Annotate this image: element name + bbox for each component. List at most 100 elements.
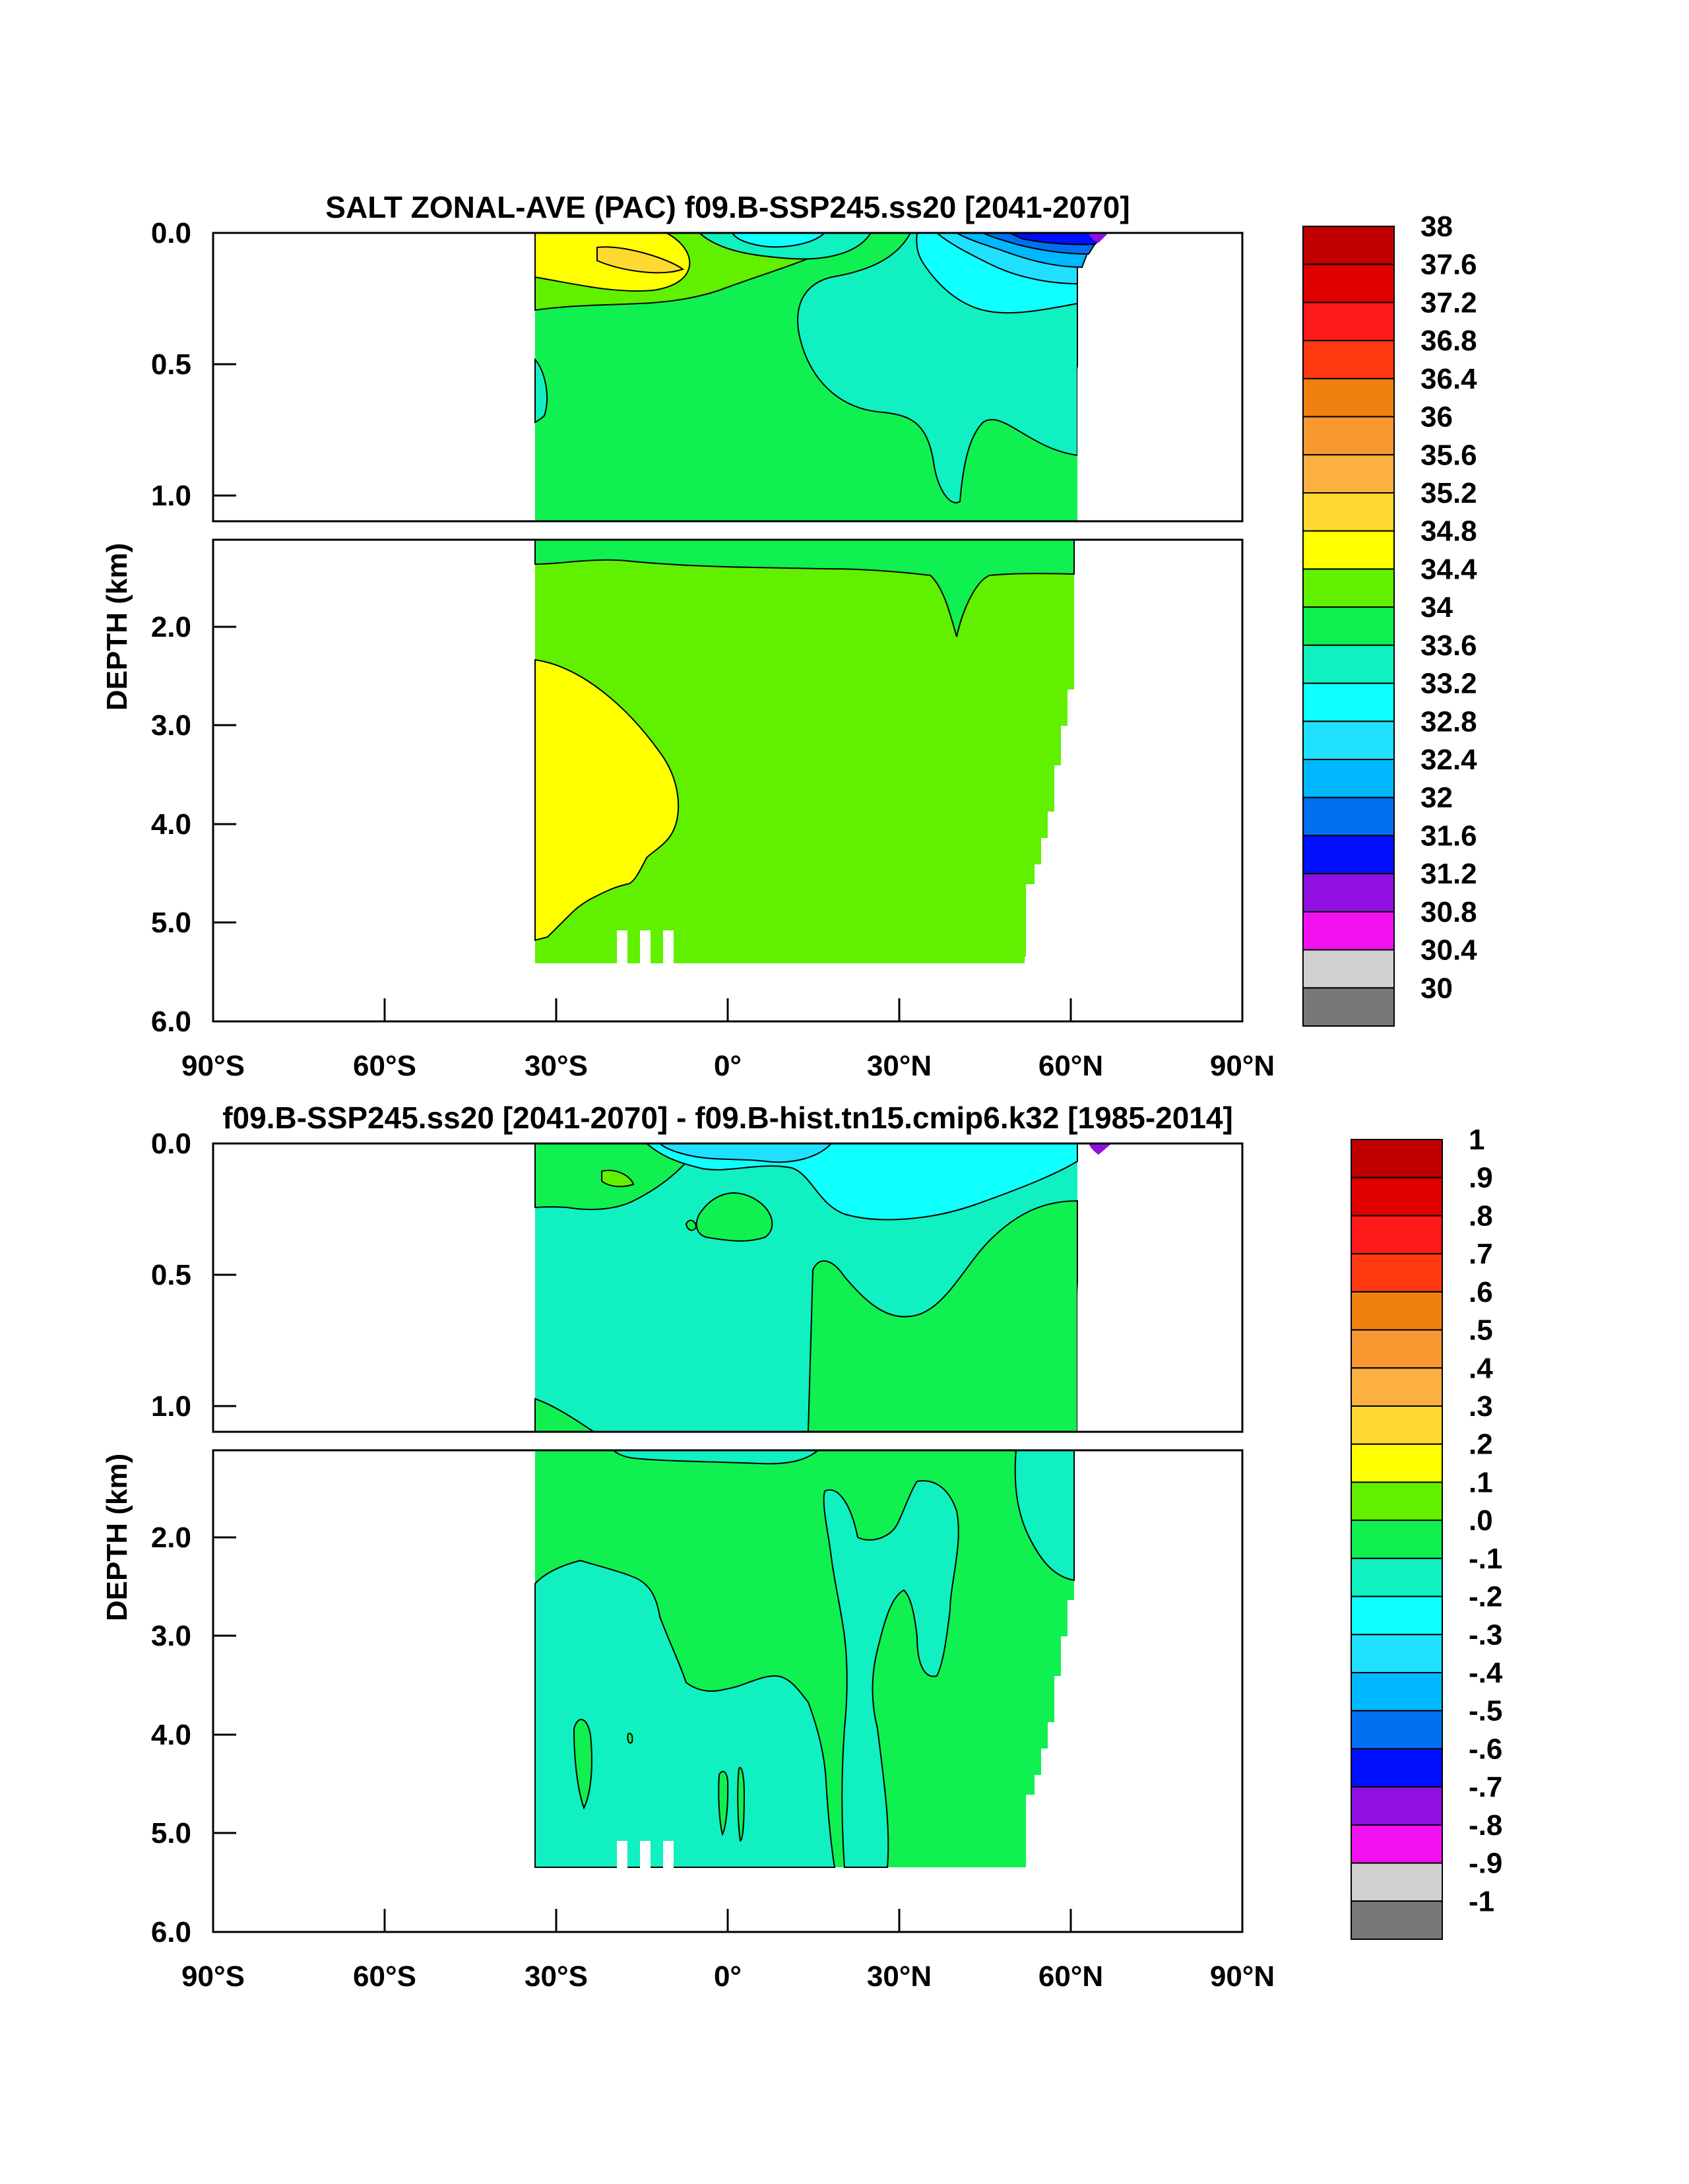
colorbar-swatch bbox=[1302, 796, 1395, 837]
colorbar-label: 34 bbox=[1420, 591, 1453, 624]
colorbar-swatch bbox=[1302, 682, 1395, 723]
colorbar-label: -.3 bbox=[1469, 1619, 1502, 1651]
colorbar-label: -.6 bbox=[1469, 1733, 1502, 1765]
colorbar-label: -.2 bbox=[1469, 1581, 1502, 1613]
diff-upper-green-tiny bbox=[685, 1219, 697, 1231]
colorbar-swatch bbox=[1302, 530, 1395, 570]
panel-2-ticks bbox=[212, 1142, 1244, 1932]
colorbar-swatch bbox=[1302, 911, 1395, 951]
y-tick-label: 2.0 bbox=[151, 611, 191, 643]
colorbar-swatch bbox=[1351, 1291, 1443, 1331]
panel-1-ticks bbox=[212, 232, 1244, 1021]
y-tick-label: 4.0 bbox=[151, 808, 191, 841]
x-tick-label: 90°N bbox=[1210, 1050, 1275, 1082]
x-tick-label: 60°N bbox=[1038, 1050, 1103, 1082]
colorbar-label: .6 bbox=[1469, 1276, 1493, 1308]
colorbar-label: 33.6 bbox=[1420, 629, 1477, 662]
colorbar-label: 32 bbox=[1420, 782, 1453, 814]
y-tick-label: 0.5 bbox=[151, 348, 191, 381]
panel-2-title: f09.B-SSP245.ss20 [2041-2070] - f09.B-hi… bbox=[222, 1101, 1233, 1135]
x-tick-label: 90°S bbox=[181, 1960, 245, 1993]
panel-1-title: SALT ZONAL-AVE (PAC) f09.B-SSP245.ss20 [… bbox=[325, 190, 1130, 224]
colorbar-swatch bbox=[1302, 263, 1395, 304]
panel-1-lower-plot bbox=[534, 540, 1075, 970]
colorbar-swatch bbox=[1351, 1634, 1443, 1673]
diff-lower-green-p2 bbox=[718, 1770, 729, 1836]
colorbar-swatch bbox=[1351, 1824, 1443, 1864]
colorbar-swatch bbox=[1351, 1786, 1443, 1826]
y-tick-label: 5.0 bbox=[151, 1817, 191, 1849]
y-tick-label: 2.0 bbox=[151, 1522, 191, 1554]
panel-2-top-nodata bbox=[1077, 1143, 1242, 1432]
panel-salinity: SALT ZONAL-AVE (PAC) f09.B-SSP245.ss20 [… bbox=[101, 190, 1477, 1082]
colorbar-swatch bbox=[1351, 1176, 1443, 1217]
x-tick-label: 60°N bbox=[1038, 1960, 1103, 1993]
y-tick-label: 6.0 bbox=[151, 1916, 191, 1948]
colorbar-swatch bbox=[1302, 835, 1395, 875]
colorbar-label: -.9 bbox=[1469, 1847, 1502, 1880]
salt-deep-green-cap bbox=[534, 540, 1075, 637]
colorbar-label: 33.2 bbox=[1420, 668, 1477, 700]
panel-2-ylabel: DEPTH (km) bbox=[101, 1454, 133, 1621]
colorbar-label: .3 bbox=[1469, 1390, 1493, 1423]
colorbar-label: .0 bbox=[1469, 1504, 1493, 1537]
diff-gap-1 bbox=[617, 1841, 627, 1880]
x-tick-label: 30°N bbox=[867, 1050, 932, 1082]
colorbar-swatch bbox=[1302, 873, 1395, 913]
colorbar-swatch bbox=[1351, 1520, 1443, 1559]
y-tick-label: 3.0 bbox=[151, 1620, 191, 1652]
salt-gap-1 bbox=[617, 930, 627, 970]
colorbar-label: 1 bbox=[1469, 1124, 1484, 1156]
colorbar-label: 36.8 bbox=[1420, 325, 1477, 357]
panel-1-upper-frame bbox=[212, 232, 1244, 523]
colorbar-swatch bbox=[1302, 340, 1395, 379]
diff-lower-cyan-center bbox=[823, 1480, 959, 1868]
colorbar-swatch bbox=[1302, 492, 1395, 532]
colorbar-swatch bbox=[1351, 1557, 1443, 1597]
colorbar-swatch bbox=[1351, 1367, 1443, 1407]
colorbar-label: 37.6 bbox=[1420, 249, 1477, 281]
diff-upper-green-east bbox=[807, 1200, 1078, 1432]
diff-lower-cyan-east bbox=[1014, 1450, 1075, 1582]
colorbar-label: .2 bbox=[1469, 1429, 1493, 1461]
colorbar-swatch bbox=[1351, 1862, 1443, 1902]
colorbar-swatch bbox=[1302, 759, 1395, 798]
colorbar-label: .1 bbox=[1469, 1466, 1493, 1498]
x-tick-label: 30°S bbox=[525, 1050, 588, 1082]
colorbar-swatch bbox=[1302, 949, 1395, 989]
colorbar-label: 31.6 bbox=[1420, 819, 1477, 852]
x-tick-label: 30°N bbox=[867, 1960, 932, 1993]
colorbar-swatch bbox=[1302, 606, 1395, 646]
panel-2-x-tick-labels: 90°S 60°S 30°S 0° 30°N 60°N 90°N bbox=[181, 1960, 1275, 1993]
y-tick-label: 0.0 bbox=[151, 1128, 191, 1160]
salt-south-lobe bbox=[534, 358, 548, 424]
panel-2-colorbar: 1 .9 .8 .7 .6 .5 .4 .3 .2 .1 .0 -.1 -.2 -.3 -.4 -.5 -.6 -… bbox=[1351, 1124, 1503, 1940]
diff-upper-cyan bbox=[645, 1143, 1078, 1221]
colorbar-swatch bbox=[1302, 377, 1395, 418]
colorbar-label: -.8 bbox=[1469, 1809, 1502, 1842]
salt-np-violet bbox=[1089, 233, 1108, 243]
salt-deep-lime bbox=[535, 540, 1074, 963]
y-tick-label: 4.0 bbox=[151, 1719, 191, 1751]
diff-lower-green-p1 bbox=[573, 1719, 592, 1810]
y-tick-label: 6.0 bbox=[151, 1006, 191, 1038]
colorbar-label: -.7 bbox=[1469, 1771, 1502, 1803]
colorbar-swatch bbox=[1351, 1405, 1443, 1445]
diff-gap-2 bbox=[640, 1841, 651, 1880]
panel-1-x-tick-labels: 90°S 60°S 30°S 0° 30°N 60°N 90°N bbox=[181, 1050, 1275, 1082]
colorbar-label: 30.4 bbox=[1420, 934, 1477, 967]
colorbar-swatch bbox=[1351, 1215, 1443, 1255]
colorbar-label: 31.2 bbox=[1420, 858, 1477, 890]
panel-1-upper-plot bbox=[534, 233, 1242, 521]
colorbar-swatch bbox=[1302, 644, 1395, 684]
salt-eq-fresh2 bbox=[731, 233, 826, 248]
colorbar-swatch bbox=[1302, 302, 1395, 342]
panel-2-upper-frame bbox=[212, 1142, 1244, 1433]
panel-1-ylabel: DEPTH (km) bbox=[101, 543, 133, 711]
colorbar-swatch bbox=[1302, 987, 1395, 1027]
colorbar-swatch bbox=[1351, 1748, 1443, 1788]
colorbar-swatch bbox=[1351, 1710, 1443, 1750]
colorbar-swatch bbox=[1351, 1481, 1443, 1522]
colorbar-label: 32.4 bbox=[1420, 744, 1477, 776]
